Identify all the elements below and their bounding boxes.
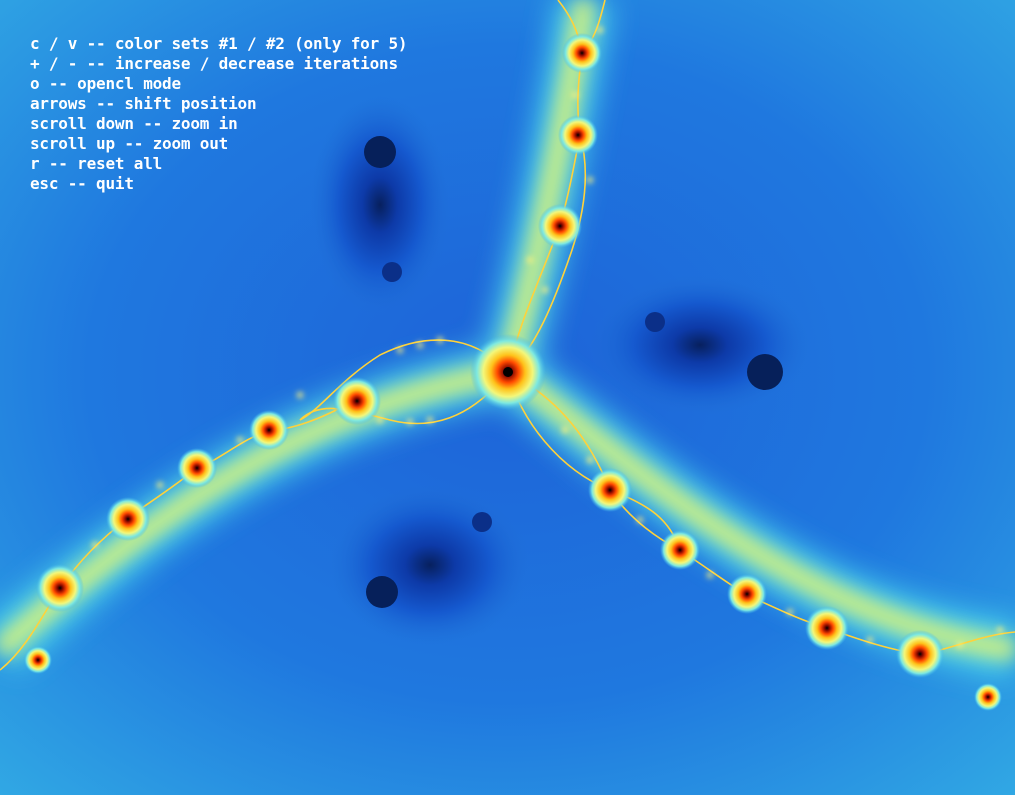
- help-line: o -- opencl mode: [30, 74, 181, 93]
- help-overlay: c / v -- color sets #1 / #2 (only for 5)…: [30, 34, 408, 194]
- help-line: arrows -- shift position: [30, 94, 257, 113]
- fractal-hotspots: [24, 33, 1002, 711]
- help-line: c / v -- color sets #1 / #2 (only for 5): [30, 34, 408, 53]
- fractal-basins: [310, 95, 810, 645]
- help-line: scroll down -- zoom in: [30, 114, 238, 133]
- help-line: esc -- quit: [30, 174, 134, 193]
- fractal-beads: [92, 27, 1003, 648]
- help-line: + / - -- increase / decrease iterations: [30, 54, 398, 73]
- help-line: scroll up -- zoom out: [30, 134, 229, 153]
- help-line: r -- reset all: [30, 154, 163, 173]
